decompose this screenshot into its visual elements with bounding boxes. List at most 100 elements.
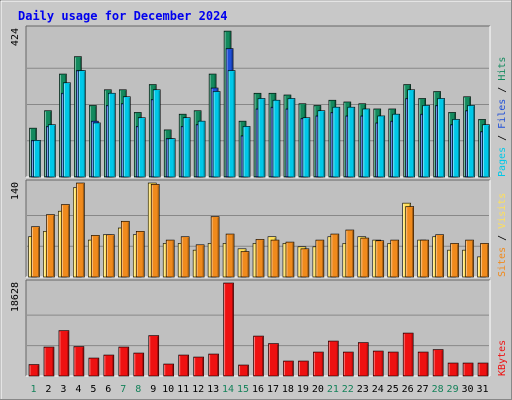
panel-kbytes-legend: KBytes — [497, 340, 508, 376]
bar-kbytes-day-5 — [88, 357, 100, 377]
bar-pages-day-2 — [48, 124, 56, 178]
bar-kbytes-day-4 — [73, 346, 85, 377]
bar-pages-day-4 — [78, 70, 86, 178]
bar-sites-day-24 — [375, 240, 385, 278]
legend-entry-kbytes: KBytes — [497, 340, 508, 376]
bar-kbytes-day-12 — [193, 356, 204, 377]
bar-pages-day-25 — [392, 113, 401, 178]
bar-sites-day-3 — [61, 204, 70, 278]
bar-kbytes-day-18 — [283, 360, 294, 377]
bar-kbytes-day-30 — [462, 362, 474, 377]
bar-kbytes-day-3 — [58, 330, 70, 377]
bar-pages-day-16 — [257, 98, 266, 178]
bar-pages-day-15 — [242, 126, 251, 178]
bar-kbytes-day-11 — [178, 354, 189, 377]
bar-kbytes-day-22 — [343, 351, 354, 377]
bar-kbytes-day-13 — [208, 353, 219, 377]
x-tick-label-day-9: 9 — [150, 384, 156, 395]
panel-hits-legend: Pages / Files / Hits — [497, 57, 508, 177]
bar-pages-day-1 — [33, 140, 41, 178]
panel-hits-max-label: 424 — [10, 28, 21, 46]
x-tick-label-day-31: 31 — [476, 384, 488, 395]
bar-sites-day-29 — [450, 243, 459, 278]
legend-separator: / — [497, 81, 508, 99]
x-tick-label-day-7: 7 — [120, 384, 126, 395]
bar-pages-day-27 — [422, 105, 430, 178]
bar-sites-day-2 — [46, 214, 55, 278]
bar-pages-day-5 — [93, 122, 101, 178]
panel-hits: 424 Pages / Files / Hits — [10, 25, 508, 178]
bar-sites-day-18 — [285, 241, 295, 278]
panel-visits: 140 Sites / Visits — [10, 179, 508, 278]
x-tick-label-day-11: 11 — [177, 384, 189, 395]
bar-kbytes-day-15 — [238, 364, 249, 377]
bar-pages-day-19 — [302, 117, 311, 178]
legend-entry-pages: Pages — [497, 147, 508, 177]
bar-sites-day-20 — [315, 239, 325, 278]
bar-pages-day-28 — [437, 98, 445, 178]
x-tick-label-day-25: 25 — [387, 384, 399, 395]
bar-kbytes-day-10 — [163, 363, 175, 377]
chart-title: Daily usage for December 2024 — [18, 9, 228, 23]
panel-kbytes-max-label: 18628 — [10, 282, 21, 312]
x-tick-label-day-22: 22 — [342, 384, 354, 395]
bar-kbytes-day-16 — [253, 335, 264, 377]
x-tick-label-day-14: 14 — [222, 384, 234, 395]
x-tick-label-day-16: 16 — [252, 384, 264, 395]
bar-kbytes-day-9 — [148, 335, 160, 377]
legend-separator: / — [497, 229, 508, 247]
x-tick-label-day-12: 12 — [192, 384, 204, 395]
x-tick-label-day-28: 28 — [432, 384, 444, 395]
bar-sites-day-25 — [390, 239, 400, 278]
bar-sites-day-31 — [480, 243, 489, 278]
legend-separator: / — [497, 129, 508, 147]
bar-sites-day-6 — [106, 234, 115, 278]
bar-kbytes-day-29 — [447, 362, 459, 377]
bar-pages-day-21 — [332, 106, 341, 178]
x-tick-label-day-1: 1 — [30, 384, 36, 395]
panel-visits-legend: Sites / Visits — [497, 193, 508, 277]
bar-sites-day-23 — [360, 237, 370, 278]
bar-kbytes-day-27 — [417, 351, 429, 377]
x-tick-label-day-20: 20 — [312, 384, 324, 395]
bar-sites-day-7 — [121, 220, 130, 278]
bar-kbytes-day-24 — [372, 350, 384, 377]
bar-sites-day-16 — [255, 239, 265, 278]
x-tick-label-day-30: 30 — [462, 384, 474, 395]
x-tick-label-day-19: 19 — [297, 384, 309, 395]
x-tick-label-day-26: 26 — [402, 384, 414, 395]
x-tick-label-day-2: 2 — [45, 384, 51, 395]
bar-kbytes-day-25 — [387, 351, 399, 377]
bar-sites-day-8 — [135, 231, 145, 278]
bar-kbytes-day-20 — [313, 351, 324, 377]
bar-pages-day-17 — [272, 99, 281, 178]
bar-sites-day-1 — [31, 226, 40, 278]
bar-pages-day-24 — [377, 115, 386, 178]
bar-sites-day-14 — [225, 233, 235, 278]
legend-entry-sites: Sites — [497, 247, 508, 277]
x-tick-label-day-23: 23 — [357, 384, 369, 395]
x-tick-label-day-10: 10 — [162, 384, 174, 395]
x-tick-label-day-6: 6 — [105, 384, 111, 395]
bar-pages-day-29 — [452, 119, 460, 178]
bar-kbytes-day-14 — [223, 282, 234, 377]
bar-sites-day-21 — [330, 233, 340, 278]
bar-sites-day-4 — [76, 182, 85, 278]
bar-sites-day-19 — [300, 248, 310, 278]
bar-sites-day-22 — [345, 229, 355, 278]
bar-sites-day-26 — [405, 206, 414, 278]
bar-sites-day-10 — [165, 239, 175, 278]
bar-pages-day-9 — [152, 89, 161, 178]
bar-pages-day-23 — [362, 108, 371, 178]
bar-kbytes-day-19 — [298, 360, 309, 377]
bar-pages-day-30 — [467, 105, 475, 178]
x-tick-label-day-3: 3 — [60, 384, 66, 395]
bar-sites-day-28 — [435, 234, 444, 278]
bar-pages-day-6 — [108, 92, 116, 178]
x-tick-label-day-5: 5 — [90, 384, 96, 395]
bar-sites-day-12 — [195, 244, 205, 278]
bar-kbytes-day-1 — [28, 364, 40, 377]
x-tick-label-day-29: 29 — [447, 384, 459, 395]
bar-sites-day-11 — [180, 236, 190, 278]
x-tick-label-day-24: 24 — [372, 384, 384, 395]
